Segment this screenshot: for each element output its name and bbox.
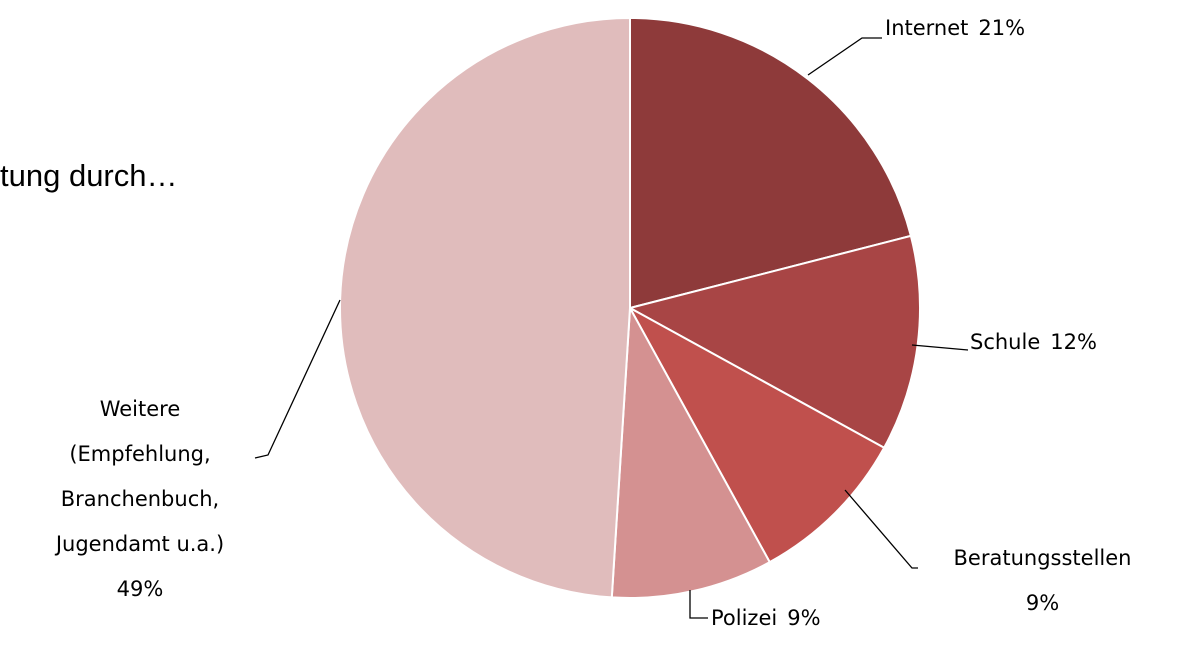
- leader-line: [254, 299, 341, 459]
- pie-slice: [629, 16, 913, 310]
- category-label: Polizei: [711, 606, 778, 630]
- data-label: Weitere (Empfehlung, Branchenbuch, Jugen…: [45, 387, 235, 612]
- data-label: Internet 21%: [885, 6, 1025, 51]
- pie-slice: [339, 16, 631, 599]
- leader-line: [844, 489, 918, 569]
- category-label: Beratungsstellen: [953, 546, 1132, 570]
- category-label: Schule: [970, 330, 1041, 354]
- category-label: Internet: [885, 16, 969, 40]
- chart-title: tung durch…: [0, 158, 178, 193]
- leader-line: [911, 344, 969, 351]
- data-label: Schule 12%: [970, 320, 1097, 365]
- value-label: 49%: [116, 577, 164, 601]
- pie-slice: [610, 304, 772, 599]
- value-label: 12%: [1050, 330, 1097, 354]
- value-label: 9%: [1025, 591, 1060, 615]
- pie-slice: [627, 234, 921, 450]
- data-label: Polizei 9%: [711, 596, 821, 641]
- pie-slice: [627, 305, 886, 564]
- value-label: 21%: [978, 16, 1026, 40]
- leader-line: [807, 37, 882, 76]
- data-label: Beratungsstellen 9%: [900, 536, 1185, 626]
- leader-line: [689, 590, 708, 619]
- value-label: 9%: [787, 606, 821, 630]
- category-label: Weitere (Empfehlung, Branchenbuch, Jugen…: [55, 397, 225, 556]
